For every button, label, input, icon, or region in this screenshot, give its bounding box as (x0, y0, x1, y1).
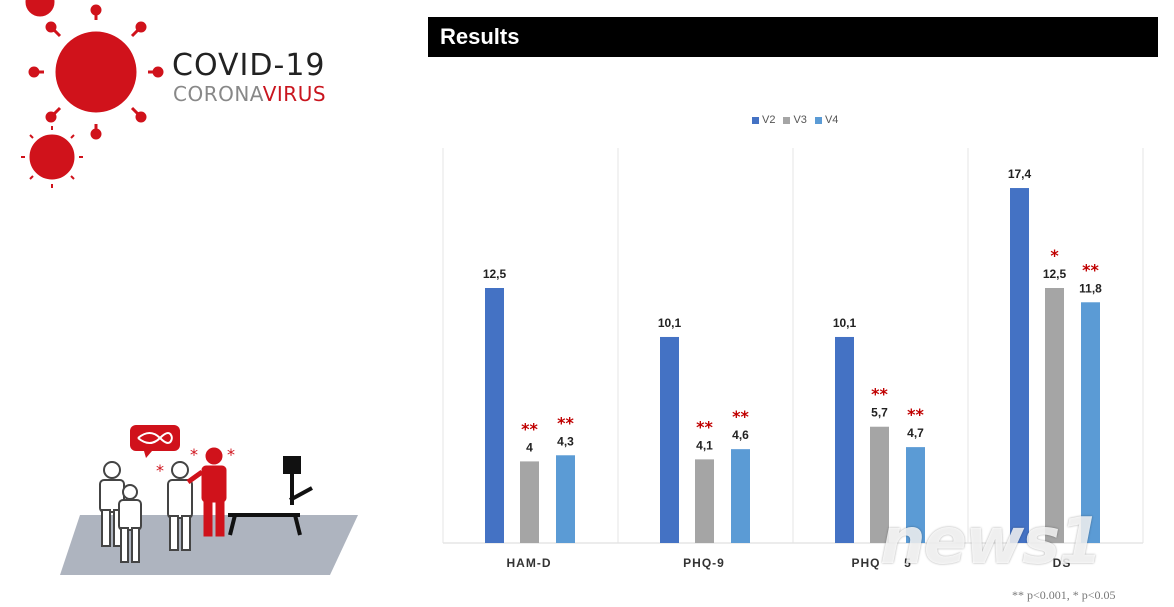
data-label: 12,5 (1043, 267, 1067, 281)
data-label: 12,5 (483, 267, 507, 281)
bar-v3 (870, 426, 889, 543)
news1-watermark: news1 (880, 505, 1103, 579)
hospital-bed-icon (228, 456, 313, 536)
category-label: DS (1053, 556, 1072, 570)
data-label: 10,1 (833, 316, 857, 330)
data-label: 10,1 (658, 316, 682, 330)
data-label: 4,3 (557, 434, 574, 448)
legend-item-v2: V2 (752, 114, 775, 126)
category-label: 5 (904, 556, 912, 570)
virus-icon (21, 0, 164, 188)
logo-title: COVID-19 (172, 48, 326, 83)
chart-legend: V2 V3 V4 (752, 114, 838, 126)
significance-marker: * (1050, 246, 1059, 265)
bar-v4 (1081, 302, 1100, 543)
category-label: PHQ-9 (683, 556, 725, 570)
significance-marker: ** (907, 405, 924, 424)
logo-subtitle: CORONAVIRUS (173, 82, 327, 106)
results-header: Results (428, 17, 1158, 57)
patient-figures-icon (99, 461, 142, 563)
significance-footnote: ** p<0.001, * p<0.05 (1012, 588, 1116, 602)
page-title: Results (440, 24, 520, 49)
significance-marker: ** (521, 419, 538, 438)
bar-v3 (520, 461, 539, 543)
asterisk-icon: * (190, 445, 198, 464)
significance-marker: ** (732, 407, 749, 426)
data-label: 4,7 (907, 426, 924, 440)
bar-v3 (1045, 288, 1064, 543)
legend-item-v4: V4 (814, 114, 838, 126)
data-label: 4 (526, 440, 533, 454)
bar-v2 (660, 336, 679, 543)
significance-marker: ** (696, 417, 713, 436)
category-label: HAM-D (507, 556, 552, 570)
bar-v4 (731, 449, 750, 543)
bar-v4 (906, 447, 925, 543)
bar-v4 (556, 455, 575, 543)
data-label: 11,8 (1079, 281, 1102, 295)
bar-v2 (485, 288, 504, 543)
data-label: 5,7 (871, 406, 888, 420)
bar-v2 (835, 336, 854, 543)
category-label: PHQ (851, 556, 880, 570)
infected-person-icon (186, 447, 227, 537)
bar-v2 (1010, 188, 1029, 544)
significance-marker: ** (1082, 260, 1099, 279)
significance-marker: ** (557, 413, 574, 432)
covid-logo: COVID-19 CORONAVIRUS (0, 0, 340, 200)
significance-marker: ** (871, 385, 888, 404)
medical-illustration: * * * (60, 425, 358, 575)
data-label: 4,6 (732, 428, 749, 442)
bar-v3 (695, 459, 714, 543)
asterisk-icon: * (227, 445, 235, 464)
legend-item-v3: V3 (783, 114, 807, 126)
data-label: 4,1 (696, 438, 713, 452)
dna-bubble-icon (130, 425, 180, 458)
data-label: 17,4 (1008, 167, 1032, 181)
doctor-icon (167, 461, 193, 551)
asterisk-icon: * (156, 461, 164, 480)
